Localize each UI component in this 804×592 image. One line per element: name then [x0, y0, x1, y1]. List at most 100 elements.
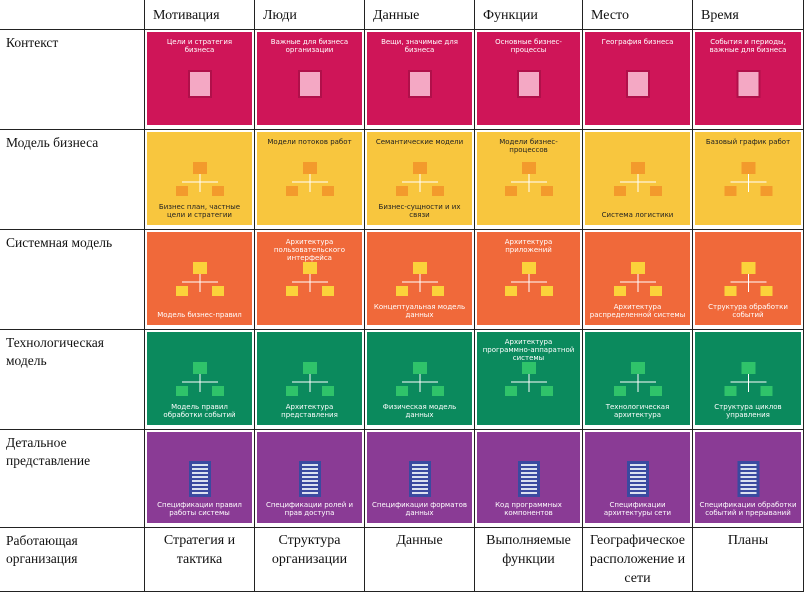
icon-part: [412, 484, 428, 486]
cell-caption: Архитектура приложений: [504, 238, 553, 254]
icon-part: [650, 186, 662, 196]
icon-part: [302, 472, 318, 474]
cell-caption: Архитектура распределенной системы: [589, 303, 686, 319]
icon-part: [192, 476, 208, 478]
cell-caption: Цели и стратегия бизнеса: [166, 38, 233, 54]
icon-part: [302, 480, 318, 482]
cell-image: Важные для бизнеса организации: [255, 30, 365, 130]
icon-part: [192, 492, 208, 494]
icon: [189, 461, 211, 497]
cell-image: Цели и стратегия бизнеса: [145, 30, 255, 130]
icon-part: [741, 162, 756, 174]
icon: [614, 262, 662, 296]
icon-part: [192, 484, 208, 486]
cell-image: Вещи, значимые для бизнеса: [365, 30, 475, 130]
cell-image: Система логистики: [583, 130, 693, 230]
column-header: Место: [583, 0, 693, 30]
cell-image: Архитектура представления: [255, 330, 365, 430]
cell-image: Технологическая архитектура: [583, 330, 693, 430]
icon-part: [650, 386, 662, 396]
icon-part: [176, 286, 188, 296]
icon-part: [212, 286, 224, 296]
icon: [176, 162, 224, 196]
icon-part: [630, 480, 646, 482]
icon-part: [630, 464, 646, 466]
icon-part: [396, 286, 408, 296]
cell-image: Архитектура программно-аппаратной систем…: [475, 330, 583, 430]
icon-part: [176, 386, 188, 396]
icon-part: [413, 262, 427, 274]
cell-image: Концептуальная модель данных: [365, 230, 475, 330]
icon-part: [541, 386, 553, 396]
icon-part: [302, 476, 318, 478]
cell-caption: Архитектура представления: [281, 403, 338, 419]
icon-part: [740, 468, 757, 470]
icon-part: [410, 72, 430, 96]
cell-image: Семантические модели Бизнес-сущности и их…: [365, 130, 475, 230]
icon-part: [192, 488, 208, 490]
icon: [724, 162, 773, 196]
cell-text: Планы: [693, 528, 804, 592]
icon-part: [412, 464, 428, 466]
icon-part: [302, 492, 318, 494]
icon-part: [322, 186, 334, 196]
icon-part: [192, 472, 208, 474]
icon-part: [521, 472, 537, 474]
icon-part: [286, 386, 298, 396]
icon-part: [303, 162, 317, 174]
icon: [299, 461, 321, 497]
cell-caption: География бизнеса: [601, 38, 674, 46]
cell-image: Архитектура распределенной системы: [583, 230, 693, 330]
icon: [518, 461, 540, 497]
icon-part: [505, 186, 517, 196]
icon-part: [522, 162, 536, 174]
cell-text: Выполняемые функции: [475, 528, 583, 592]
cell-caption: Спецификации обработки событий и прерыва…: [699, 501, 797, 517]
icon-part: [541, 286, 553, 296]
icon-part: [212, 386, 224, 396]
row-label: Технологическая модель: [0, 330, 145, 430]
icon: [286, 262, 334, 296]
cell-caption: Семантические модели: [375, 138, 464, 146]
icon-part: [412, 480, 428, 482]
icon-part: [650, 286, 662, 296]
column-header: Функции: [475, 0, 583, 30]
icon-part: [505, 386, 517, 396]
cell-image: Архитектура пользовательского интерфейса: [255, 230, 365, 330]
cell-image: Модель бизнес-правил: [145, 230, 255, 330]
cell-image: Спецификации правил работы системы: [145, 430, 255, 528]
icon: [627, 461, 649, 497]
icon-part: [738, 72, 759, 96]
cell-text: Данные: [365, 528, 475, 592]
cell-image: Структура циклов управления: [693, 330, 804, 430]
icon-part: [760, 386, 773, 396]
icon: [409, 461, 431, 497]
cell-caption: Архитектура программно-аппаратной систем…: [482, 338, 575, 362]
cell-text: Стратегия и тактика: [145, 528, 255, 592]
icon-part: [413, 362, 427, 374]
cell-caption: Спецификации ролей и прав доступа: [265, 501, 354, 517]
icon-part: [741, 262, 756, 274]
cell-text: Структура организации: [255, 528, 365, 592]
icon-part: [521, 468, 537, 470]
icon-part: [724, 386, 737, 396]
icon-part: [322, 286, 334, 296]
cell-caption: Основные бизнес-процессы: [495, 38, 562, 54]
cell-image: Базовый график работ: [693, 130, 804, 230]
icon-part: [628, 72, 648, 96]
icon-part: [303, 262, 317, 274]
icon: [505, 262, 553, 296]
cell-caption: Бизнес план, частные цели и стратегии: [158, 203, 241, 219]
icon: [286, 162, 334, 196]
cell-image: Модели потоков работ: [255, 130, 365, 230]
icon-part: [760, 186, 773, 196]
icon-part: [630, 468, 646, 470]
icon-part: [630, 472, 646, 474]
icon-part: [412, 476, 428, 478]
icon: [188, 70, 212, 98]
icon-part: [505, 286, 517, 296]
cell-text: Географическое расположение и сети: [583, 528, 693, 592]
icon-part: [614, 186, 626, 196]
icon-part: [193, 262, 207, 274]
